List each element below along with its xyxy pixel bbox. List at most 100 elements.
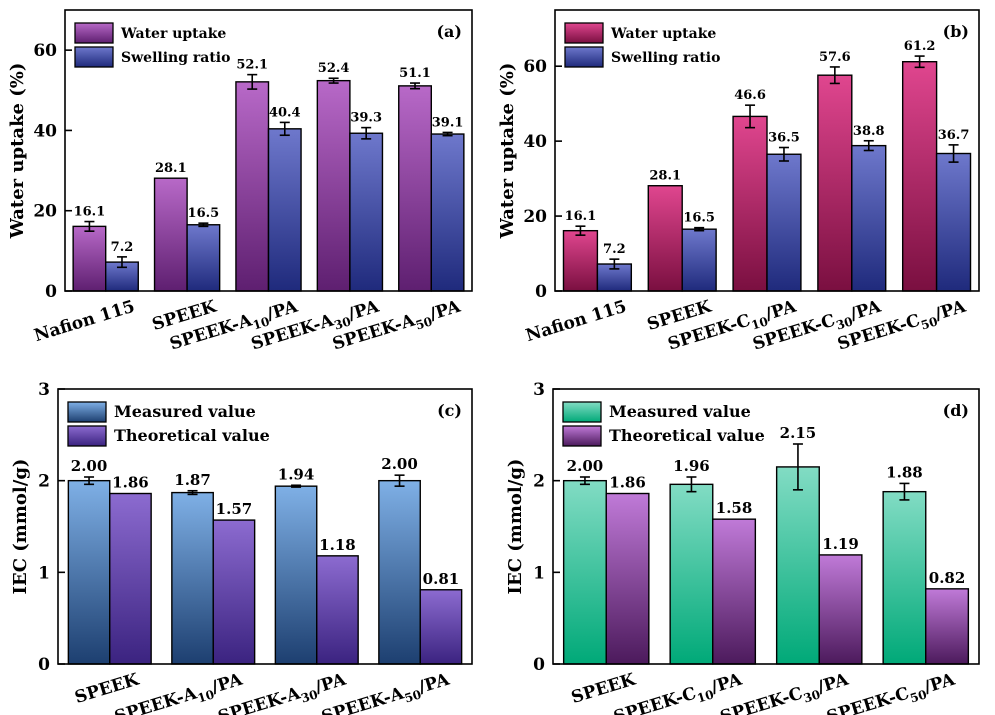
x-tick-label-subscript: 30 — [802, 687, 822, 705]
data-label: 1.86 — [112, 474, 149, 492]
bar — [72, 225, 107, 292]
bar — [712, 518, 757, 665]
x-tick-label-suffix: /PA — [848, 296, 884, 324]
legend-label: Measured value — [609, 402, 751, 421]
y-tick-label: 60 — [33, 41, 57, 61]
bar — [681, 228, 717, 292]
x-tick-label-subscript: 30 — [834, 314, 854, 332]
data-label: 1.96 — [673, 457, 710, 475]
bar — [430, 133, 465, 292]
x-tick-label-suffix: /PA — [763, 296, 799, 324]
bar — [562, 229, 599, 292]
panel-tag: (a) — [436, 22, 462, 41]
bar — [901, 61, 938, 292]
data-label: 1.19 — [822, 535, 859, 553]
bar — [647, 185, 683, 292]
legend-swatch — [67, 425, 107, 447]
legend-swatch — [67, 401, 107, 423]
data-label: 28.1 — [155, 161, 187, 176]
y-tick-label: 0 — [533, 655, 545, 675]
bar — [316, 79, 351, 292]
legend-label: Water uptake — [120, 26, 226, 42]
x-tick-label-suffix: /PA — [815, 669, 851, 697]
legend-label: Theoretical value — [114, 426, 270, 445]
legend-label: Theoretical value — [609, 426, 765, 445]
bar — [605, 492, 650, 665]
y-tick-label: 0 — [535, 282, 547, 302]
data-label: 40.4 — [269, 105, 301, 120]
bar — [818, 554, 863, 665]
data-label: 61.2 — [904, 39, 936, 54]
x-tick-label-base: SPEEK — [569, 669, 639, 708]
y-tick-label: 60 — [523, 57, 547, 77]
bar — [925, 588, 970, 665]
data-label: 2.00 — [567, 457, 604, 475]
x-tick-label-suffix: /PA — [709, 669, 745, 697]
bar — [775, 466, 820, 665]
bar — [349, 132, 384, 292]
data-label: 38.8 — [853, 124, 885, 139]
bar — [378, 479, 421, 665]
data-label: 36.5 — [768, 131, 800, 146]
x-tick-label-suffix: /PA — [427, 296, 463, 324]
data-label: 1.94 — [278, 465, 315, 483]
plot-frame — [64, 9, 473, 292]
y-tick-label: 3 — [38, 380, 50, 400]
x-tick-label: Nafion 115 — [32, 297, 137, 347]
x-tick-label-suffix: /PA — [209, 669, 245, 697]
legend-swatch — [564, 46, 604, 68]
panel-tag: (b) — [943, 22, 969, 41]
panel-d-iec-chart: 2.001.86SPEEK1.961.58SPEEK-C10/PA2.151.1… — [505, 380, 980, 715]
x-tick-label-subscript: 10 — [196, 687, 216, 705]
y-tick-label: 20 — [33, 202, 57, 222]
bar — [398, 85, 432, 292]
x-tick-label-suffix: /PA — [933, 296, 969, 324]
data-label: 1.57 — [216, 500, 253, 518]
bar — [732, 115, 768, 292]
legend-swatch — [562, 401, 602, 423]
data-label: 1.58 — [716, 499, 753, 517]
x-tick-label-suffix: /PA — [416, 669, 452, 697]
x-tick-label-subscript: 50 — [919, 314, 939, 332]
y-tick-label: 0 — [45, 282, 57, 302]
data-label: 7.2 — [603, 242, 626, 257]
y-tick-label: 1 — [38, 563, 50, 583]
bar — [109, 492, 152, 665]
legend-swatch — [564, 22, 604, 44]
bar — [851, 144, 887, 292]
panel-tag: (c) — [437, 401, 462, 420]
x-tick-label-suffix: /PA — [313, 669, 349, 697]
legend-label: Swelling ratio — [121, 50, 230, 66]
plot-frame — [554, 9, 980, 292]
data-label: 46.6 — [734, 88, 766, 103]
x-tick-label-subscript: 10 — [750, 314, 770, 332]
x-tick-label-suffix: /PA — [922, 669, 958, 697]
bar — [274, 485, 318, 665]
x-tick-label-subscript: 50 — [414, 314, 434, 332]
bar — [267, 128, 302, 292]
data-label: 51.1 — [399, 66, 431, 81]
data-label: 2.15 — [780, 424, 817, 442]
y-tick-label: 0 — [38, 655, 50, 675]
x-tick-label-base: Nafion 115 — [524, 297, 629, 347]
panel-c-iec-chart: 2.001.86SPEEK1.871.57SPEEK-A10/PA1.941.1… — [10, 380, 473, 715]
data-label: 36.7 — [938, 128, 970, 143]
x-tick-label-subscript: 10 — [251, 314, 271, 332]
data-label: 1.87 — [174, 471, 211, 489]
bar — [419, 589, 463, 665]
data-label: 57.6 — [819, 50, 851, 65]
x-tick-label-subscript: 30 — [299, 687, 319, 705]
legend-label: Water uptake — [610, 26, 716, 42]
bar — [171, 491, 214, 665]
x-tick-label-subscript: 10 — [695, 687, 715, 705]
data-label: 2.00 — [381, 455, 418, 473]
y-tick-label: 40 — [523, 132, 547, 152]
x-tick-label-base: Nafion 115 — [32, 297, 137, 347]
bar — [766, 153, 802, 292]
legend-swatch — [74, 46, 114, 68]
bar — [153, 177, 188, 292]
x-tick-label: Nafion 115 — [524, 297, 629, 347]
data-label: 39.3 — [350, 111, 382, 126]
bar — [186, 224, 221, 292]
